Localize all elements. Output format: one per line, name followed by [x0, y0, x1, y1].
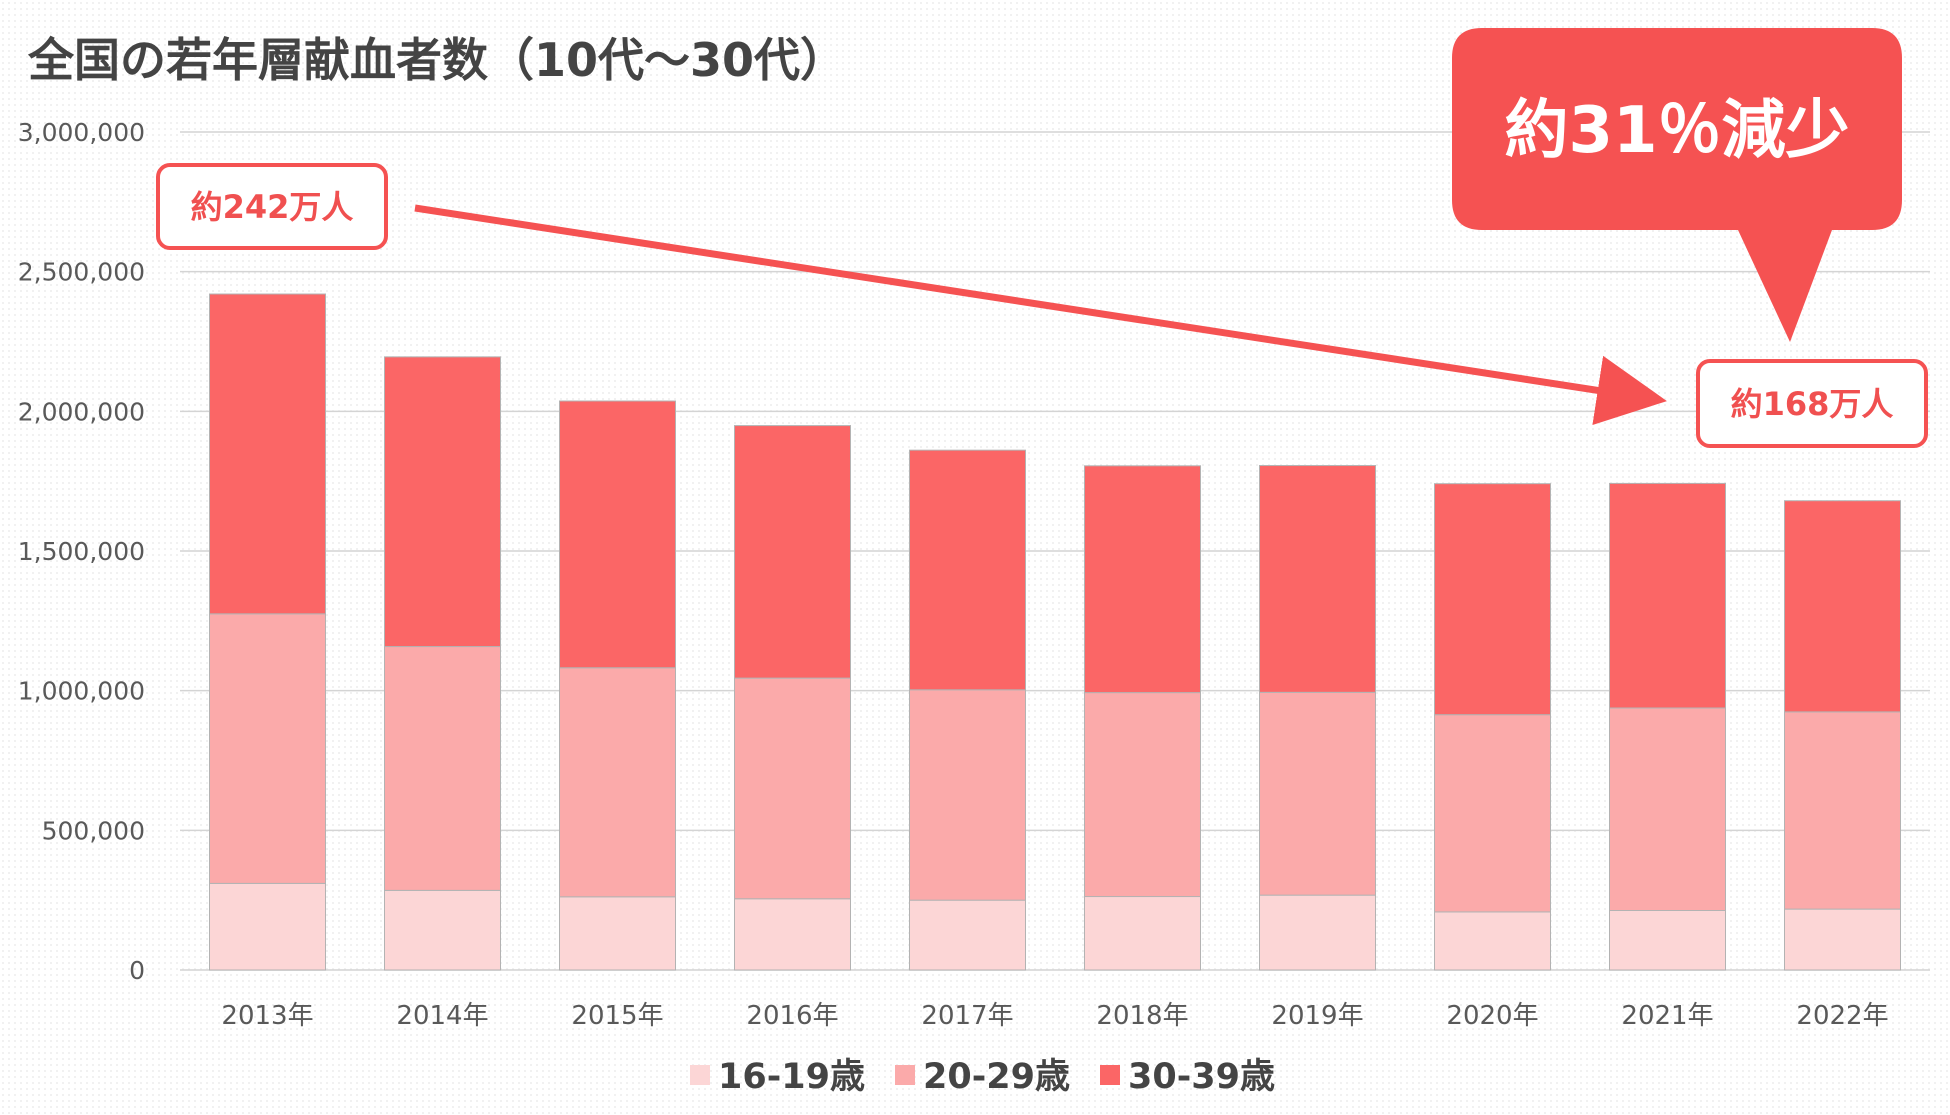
bar-segment-20-29歳-2021年: [1609, 707, 1726, 912]
bar-segment-20-29歳-2020年: [1434, 714, 1551, 913]
y-tick-label: 2,500,000: [18, 258, 145, 287]
bars: [209, 293, 1901, 971]
start-callout: 約242万人: [156, 163, 388, 250]
bar-segment-20-29歳-2019年: [1259, 691, 1376, 896]
x-tick-label: 2017年: [921, 1001, 1013, 1031]
x-axis-ticks: 2013年 2014年 2015年 2016年 2017年 2018年 2019年 2020年…: [221, 1001, 1888, 1031]
end-callout-label: 約168万人: [1731, 385, 1894, 423]
x-tick-label: 2015年: [571, 1001, 663, 1031]
x-tick-label: 2021年: [1621, 1001, 1713, 1031]
start-callout-box: [156, 163, 388, 250]
x-tick-label: 2014年: [396, 1001, 488, 1031]
y-tick-label: 1,000,000: [18, 677, 145, 706]
x-tick-label: 2020年: [1446, 1001, 1538, 1031]
legend-label: 30-39歳: [1128, 1057, 1275, 1097]
x-tick-label: 2022年: [1796, 1001, 1888, 1031]
trend-arrow: [414, 204, 1667, 425]
bar-segment-30-39歳-2022年: [1784, 500, 1901, 713]
y-tick-label: 0: [129, 956, 145, 985]
bar-segment-30-39歳-2017年: [909, 449, 1026, 691]
legend-swatch: [1100, 1065, 1120, 1085]
y-tick-label: 2,000,000: [18, 397, 145, 426]
bar-segment-20-29歳-2016年: [734, 677, 851, 900]
bar-segment-16-19歳-2018年: [1084, 896, 1201, 971]
x-tick-label: 2013年: [221, 1001, 313, 1031]
bar-segment-16-19歳-2014年: [384, 889, 501, 971]
bar-segment-30-39歳-2013年: [209, 293, 326, 615]
legend-label: 16-19歳: [718, 1057, 865, 1097]
legend-swatch: [690, 1065, 710, 1085]
bar-segment-30-39歳-2019年: [1259, 465, 1376, 693]
bar-segment-20-29歳-2013年: [209, 613, 326, 884]
legend-swatch: [895, 1065, 915, 1085]
bar-segment-16-19歳-2015年: [559, 896, 676, 971]
bar-segment-20-29歳-2017年: [909, 689, 1026, 901]
y-tick-label: 1,500,000: [18, 537, 145, 566]
legend: 16-19歳 20-29歳 30-39歳: [690, 1057, 1275, 1097]
start-callout-label: 約242万人: [191, 188, 354, 226]
bar-segment-30-39歳-2018年: [1084, 465, 1201, 694]
chart-title: 全国の若年層献血者数（10代〜30代）: [27, 33, 846, 87]
y-axis-ticks: 0 500,000 1,000,000 1,500,000 2,000,000 2,500…: [18, 118, 145, 985]
bar-segment-16-19歳-2013年: [209, 882, 326, 971]
bar-segment-16-19歳-2016年: [734, 898, 851, 971]
x-tick-label: 2019年: [1271, 1001, 1363, 1031]
bar-segment-16-19歳-2019年: [1259, 894, 1376, 971]
bar-segment-16-19歳-2020年: [1434, 911, 1551, 971]
bar-segment-20-29歳-2014年: [384, 646, 501, 891]
bar-segment-20-29歳-2015年: [559, 667, 676, 898]
bar-segment-16-19歳-2022年: [1784, 908, 1901, 971]
y-tick-label: 500,000: [42, 816, 145, 845]
bar-segment-30-39歳-2015年: [559, 400, 676, 669]
reduction-bubble-label: 約31％減少: [1504, 94, 1849, 168]
bar-segment-20-29歳-2018年: [1084, 692, 1201, 898]
reduction-bubble-shape: [1452, 28, 1902, 342]
bar-segment-20-29歳-2022年: [1784, 711, 1901, 910]
bar-segment-16-19歳-2017年: [909, 899, 1026, 971]
bar-segment-30-39歳-2016年: [734, 425, 851, 679]
bar-segment-30-39歳-2021年: [1609, 482, 1726, 709]
end-callout: 約168万人: [1696, 359, 1928, 448]
bar-segment-30-39歳-2014年: [384, 356, 501, 648]
end-callout-box: [1696, 359, 1928, 448]
y-tick-label: 3,000,000: [18, 118, 145, 147]
bar-segment-30-39歳-2020年: [1434, 483, 1551, 716]
reduction-bubble: 約31％減少: [1452, 28, 1902, 342]
legend-label: 20-29歳: [923, 1057, 1070, 1097]
x-tick-label: 2016年: [746, 1001, 838, 1031]
bar-segment-16-19歳-2021年: [1609, 910, 1726, 971]
x-tick-label: 2018年: [1096, 1001, 1188, 1031]
